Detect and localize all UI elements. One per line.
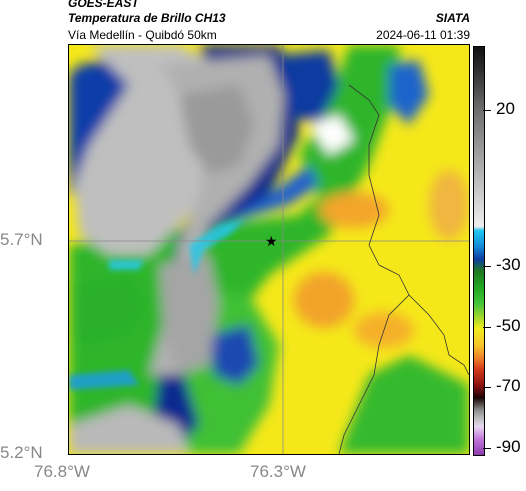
colorbar-label: 20 <box>496 99 515 118</box>
colorbar-label: -90 <box>496 437 521 456</box>
colorbar-label: -50 <box>496 316 521 335</box>
lat-label-5-7: 5.7°N <box>0 230 43 249</box>
colorbar-tick <box>483 110 491 111</box>
department-boundary-east <box>408 294 469 376</box>
colorbar-tick <box>483 266 491 267</box>
satellite-title: GOES-EAST <box>68 0 139 10</box>
colorbar-tick <box>483 387 491 388</box>
product-title: Temperatura de Brillo CH13 <box>68 11 226 25</box>
route-label: Vía Medellín - Quibdó 50km <box>68 28 217 42</box>
lon-label-76-8: 76.8°W <box>34 462 90 481</box>
star-icon: ★ <box>265 234 278 250</box>
datetime-label: 2024-06-11 01:39 <box>376 28 470 42</box>
lon-label-76-3: 76.3°W <box>250 462 306 481</box>
brightness-temperature-map: ★ <box>68 44 470 455</box>
department-boundary <box>338 84 410 454</box>
colorbar-tick <box>483 327 491 328</box>
colorbar-label: -30 <box>496 255 521 274</box>
lat-label-5-2: 5.2°N <box>0 443 43 462</box>
organization-label: SIATA <box>435 11 470 25</box>
colorbar-label: -70 <box>496 376 521 395</box>
colorbar <box>473 46 485 456</box>
colorbar-tick <box>483 448 491 449</box>
